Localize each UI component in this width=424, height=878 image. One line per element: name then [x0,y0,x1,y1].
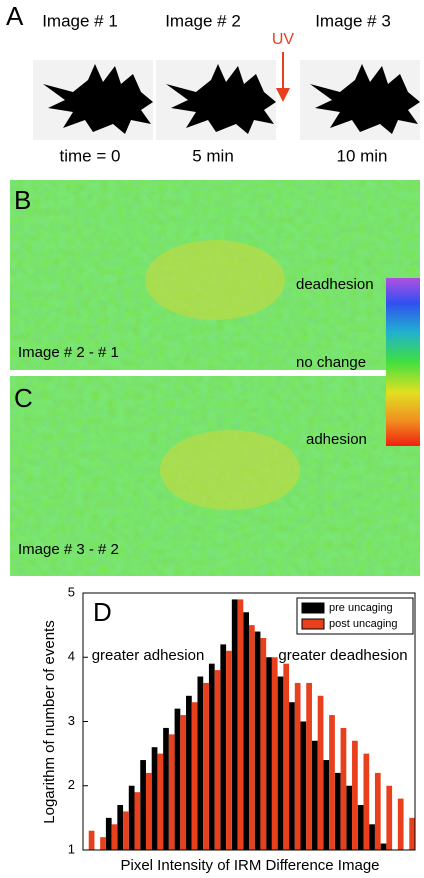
bar [215,670,221,850]
bar [289,702,295,850]
colorbar [386,278,420,446]
panel-label: B [14,185,31,215]
colorbar-label: adhesion [306,431,367,448]
legend-label: pre uncaging [329,602,393,614]
bar [169,734,175,850]
bar [266,657,272,850]
y-tick-label: 1 [68,841,75,856]
bar [381,844,387,850]
panel-label: C [14,383,33,413]
bar [335,773,341,850]
bar [318,696,324,850]
bar [358,805,364,850]
bar [243,612,249,850]
image-caption: Image # 3 - # 2 [18,541,119,558]
time-label: 10 min [336,146,387,165]
image-region [160,430,300,510]
bar [375,773,381,850]
bar [232,599,238,850]
colorbar-label: no change [296,354,366,371]
page: {"panel_a": {"label": "A", "uv": "UV", "… [0,0,424,878]
bar [89,831,95,850]
bar [163,728,169,850]
bar [226,651,232,850]
y-tick-label: 3 [68,713,75,728]
annotation: greater adhesion [92,647,205,664]
bar [209,664,215,850]
bar [306,683,312,850]
bar [363,754,369,850]
bar [369,824,375,850]
annotation: greater deadhesion [278,647,407,664]
panel-label: A [6,1,24,31]
uv-arrowhead [276,88,290,102]
bar [346,786,352,850]
bar [278,677,284,850]
bar [152,747,158,850]
bar [283,664,289,850]
bar [398,799,404,850]
bar [260,638,266,850]
bar [272,657,278,850]
y-tick-label: 2 [68,777,75,792]
bar [180,715,186,850]
bar [157,754,163,850]
bar [192,702,198,850]
bar [123,811,129,850]
colorbar-label: deadhesion [296,276,374,293]
bar [112,824,118,850]
figure: A Image # 1 Image # 2 Image # 3 UV time … [0,0,424,878]
bar [312,741,318,850]
bar [146,773,152,850]
bar [409,818,415,850]
bar [175,709,181,850]
bar [255,632,261,850]
bar [100,837,106,850]
bar [140,760,146,850]
bar [203,683,209,850]
panel-label: D [93,597,112,627]
bar [117,805,123,850]
legend-swatch [302,619,324,629]
bar [238,599,244,850]
bar [220,644,226,850]
time-label: time = 0 [60,146,121,165]
y-axis-label: Logarithm of number of events [41,620,58,823]
bar [323,760,329,850]
image-title: Image # 1 [42,11,118,30]
bar [129,786,135,850]
y-tick-label: 4 [68,649,75,664]
bar [106,818,112,850]
y-tick-label: 5 [68,584,75,599]
bar [295,683,301,850]
legend-label: post uncaging [329,618,398,630]
bar [197,677,203,850]
time-label: 5 min [192,146,234,165]
bar [352,741,358,850]
image-title: Image # 3 [315,11,391,30]
bar [186,696,192,850]
uv-label: UV [272,31,295,48]
bar [249,625,255,850]
x-axis-label: Pixel Intensity of IRM Difference Image [121,857,380,874]
bar [341,728,347,850]
bar [386,786,392,850]
bar [135,792,141,850]
legend-swatch [302,603,324,613]
image-title: Image # 2 [165,11,241,30]
image-region [145,240,285,320]
image-caption: Image # 2 - # 1 [18,344,119,361]
bar [301,722,307,851]
bar [329,715,335,850]
